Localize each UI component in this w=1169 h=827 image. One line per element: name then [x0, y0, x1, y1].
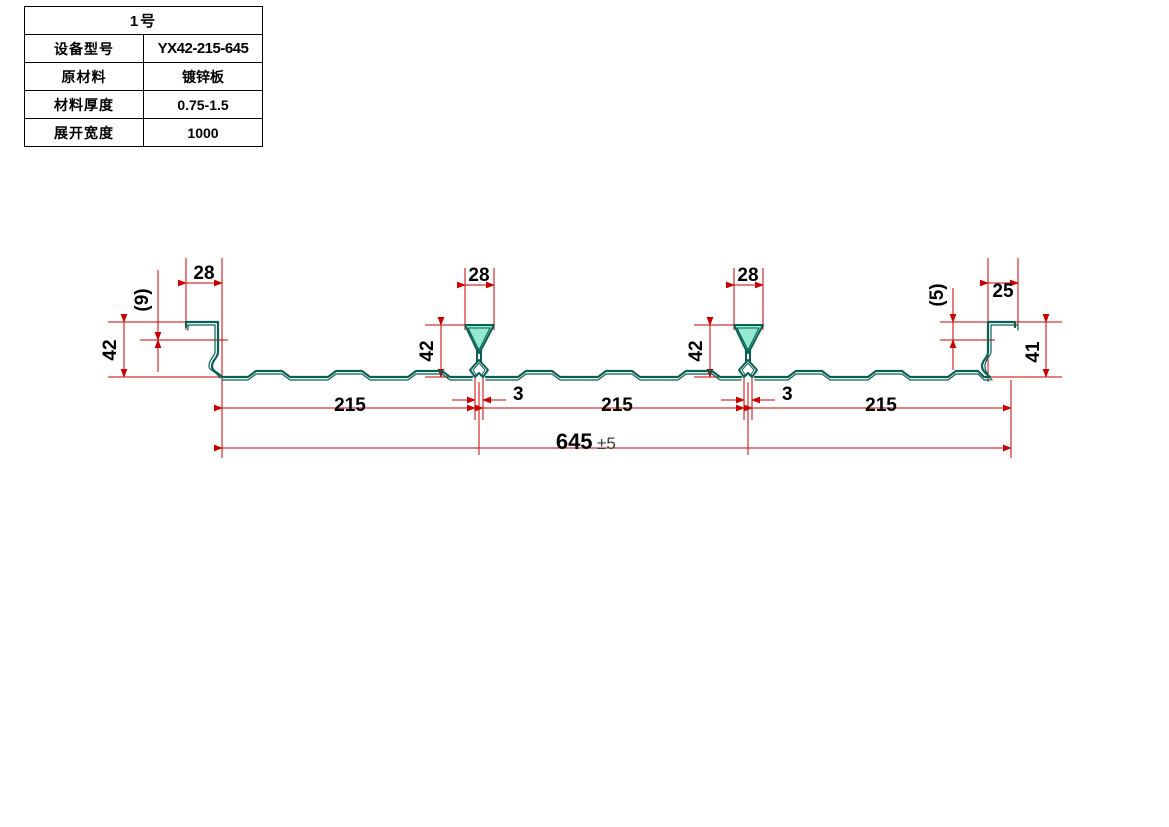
dim-text-right-lip-25: 25 [992, 281, 1014, 302]
spec-label-thickness: 材料厚度 [24, 90, 144, 119]
dimension-layer [108, 258, 1062, 458]
spec-value-thickness: 0.75-1.5 [143, 90, 263, 119]
profile-pan-3-inner [754, 373, 991, 381]
rib2-neck [745, 349, 751, 362]
profile-pan-2 [484, 369, 743, 379]
rib2-head-inner [736, 327, 760, 351]
profile-layer [184, 320, 1019, 381]
dim-text-left-return-9: (9) [132, 288, 153, 311]
profile-pan-1-inner [221, 373, 473, 381]
dim-text-rib2-42: 42 [686, 340, 707, 361]
dim-text-rib2-3: 3 [782, 384, 793, 405]
dim-text-right-return-5: (5) [927, 283, 948, 306]
spec-label-model: 设备型号 [24, 34, 144, 63]
dim-text-pitch2-215: 215 [601, 395, 633, 416]
standing-seam-rib-2 [733, 324, 764, 378]
table-row: 展开宽度 1000 [24, 118, 263, 147]
dim-text-overall-value: 645 [556, 429, 593, 454]
dim-text-right-height-41: 41 [1023, 341, 1044, 363]
profile-left-edge-inner [187, 324, 221, 379]
dim-text-left-lip-28: 28 [193, 263, 214, 284]
rib1-knuckle-inner [472, 362, 486, 377]
dim-text-pitch1-215: 215 [334, 395, 366, 416]
rib1-neck [476, 349, 482, 362]
spec-table: 1号 设备型号 YX42-215-645 原材料 镀锌板 材料厚度 0.75-1… [24, 6, 263, 147]
dimension-text-layer: 28 (9) 42 28 42 3 28 42 3 25 (5) 41 215 … [100, 263, 1044, 454]
profile-pan-1 [220, 369, 474, 379]
profile-pan-3 [753, 369, 992, 379]
profile-pan-2-inner [485, 373, 742, 381]
dim-text-overall-tolerance: ±5 [597, 434, 616, 453]
table-row: 材料厚度 0.75-1.5 [24, 90, 263, 119]
spec-value-coil-width: 1000 [143, 118, 263, 147]
dim-text-rib2-28: 28 [737, 265, 758, 286]
spec-title: 1号 [24, 6, 263, 35]
dim-text-pitch3-215: 215 [865, 395, 897, 416]
dim-text-rib1-42: 42 [417, 340, 438, 361]
table-row-title: 1号 [24, 6, 263, 35]
dim-text-rib1-28: 28 [468, 265, 489, 286]
profile-right-edge-inner [984, 324, 1019, 381]
rib2-knuckle-inner [741, 362, 755, 377]
dim-text-left-height-42: 42 [100, 339, 121, 360]
profile-left-edge [184, 320, 224, 379]
profile-right-edge [980, 320, 1017, 379]
spec-label-coil-width: 展开宽度 [24, 118, 144, 147]
rib1-head-inner [467, 327, 491, 351]
standing-seam-rib-1 [464, 324, 495, 378]
spec-value-model: YX42-215-645 [143, 34, 263, 63]
dim-text-rib1-3: 3 [513, 384, 524, 405]
table-row: 设备型号 YX42-215-645 [24, 34, 263, 63]
spec-value-material: 镀锌板 [143, 62, 263, 91]
dim-text-overall: 645 ±5 [556, 429, 616, 454]
